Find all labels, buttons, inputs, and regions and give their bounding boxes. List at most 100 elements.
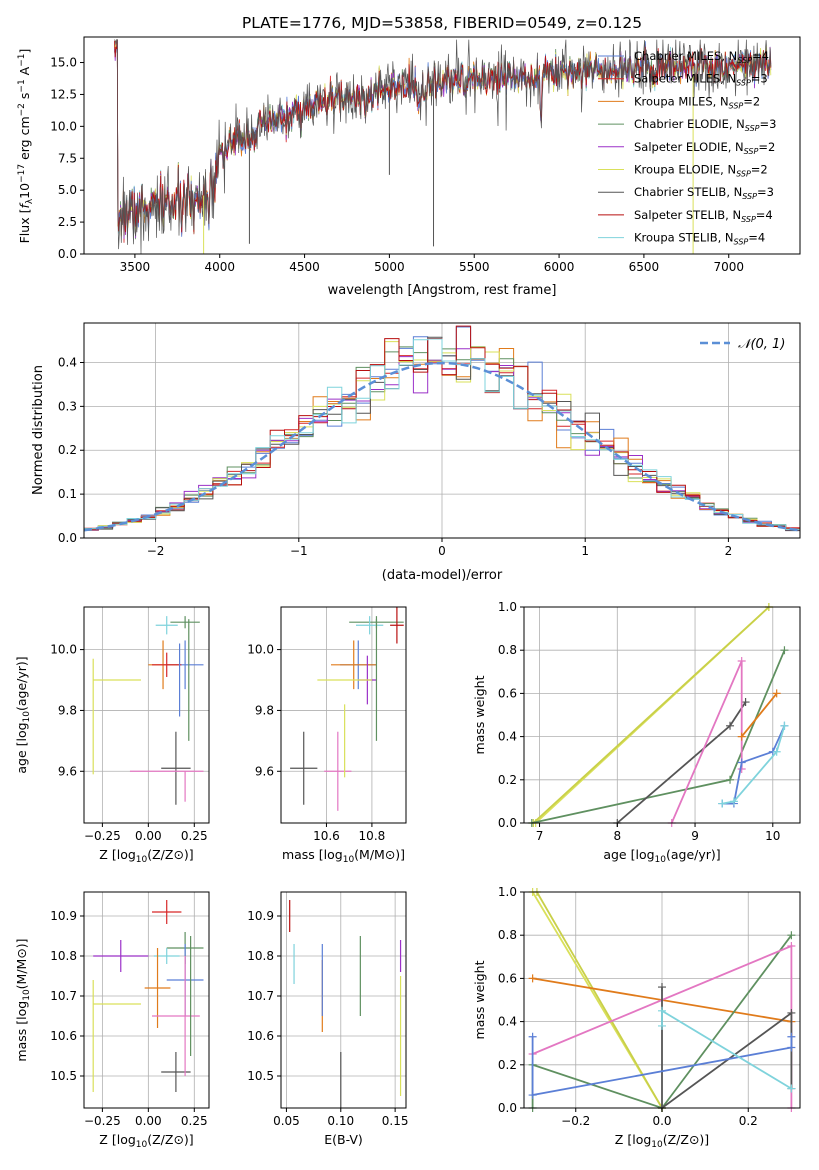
spectrum-y-tick-label: 7.5 (58, 151, 77, 165)
legend-label: 𝒩(0, 1) (738, 337, 785, 352)
y-tick-label: 9.8 (58, 703, 77, 717)
y-tick-label: 10.0 (50, 643, 77, 657)
y-tick-label: 1.0 (498, 600, 517, 614)
weight-marker (787, 1043, 796, 1052)
x-tick-label: 0.15 (382, 1114, 409, 1128)
spectrum-title: PLATE=1776, MJD=53858, FIBERID=0549, z=0… (242, 14, 642, 32)
weight-marker (787, 1032, 796, 1041)
y-tick-label: 10.7 (247, 989, 274, 1003)
histogram-y-tick-label: 0.1 (58, 487, 77, 501)
y-tick-label: 10.7 (50, 989, 77, 1003)
weight-marker (718, 799, 727, 808)
y-tick-label: 9.8 (255, 703, 274, 717)
x-tick-label: 8 (613, 829, 621, 843)
x-axis-label: Z [log10(Z/Z⊙)] (99, 847, 193, 865)
y-tick-label: 10.6 (247, 1029, 274, 1043)
x-axis-label: E(B-V) (324, 1132, 363, 1147)
spectrum-x-label: wavelength [Angstrom, rest frame] (328, 283, 557, 298)
y-tick-label: 10.0 (247, 643, 274, 657)
weight-marker (787, 931, 796, 940)
gaussian-curve (83, 361, 801, 532)
weight-line (722, 725, 786, 805)
weight-marker (528, 1091, 537, 1100)
spectrum-x-tick-label: 7000 (713, 260, 744, 274)
histogram-y-tick-label: 0.2 (58, 443, 77, 457)
x-tick-label: 10.6 (313, 829, 340, 843)
histogram-x-tick-label: 2 (725, 544, 733, 558)
y-tick-label: 10.8 (50, 949, 77, 963)
spectrum-y-tick-label: 0.0 (58, 247, 77, 261)
x-tick-label: 0.25 (181, 1114, 208, 1128)
histogram-y-tick-label: 0.3 (58, 399, 77, 413)
weight-marker (787, 1084, 796, 1093)
weight-marker (741, 698, 750, 707)
legend-label: Kroupa ELODIE, NSSP=2 (634, 163, 768, 179)
y-tick-label: 0.8 (498, 643, 517, 657)
x-tick-label: −0.25 (84, 1114, 121, 1128)
legend-label: Salpeter STELIB, NSSP=4 (634, 208, 773, 224)
spectrum-y-label: Flux [fλ10−17 erg cm−2 s−1 A−1] (17, 49, 35, 244)
y-tick-label: 10.9 (50, 909, 77, 923)
histogram-x-label: (data-model)/error (382, 568, 503, 583)
y-tick-label: 0.2 (498, 1058, 517, 1072)
spectrum-x-tick-label: 5000 (374, 260, 405, 274)
y-tick-label: 0.4 (498, 730, 517, 744)
spectrum-x-tick-label: 4500 (289, 260, 320, 274)
spectrum-x-tick-label: 6000 (544, 260, 575, 274)
weight-marker (658, 983, 666, 992)
age-vs-z-panel: −0.25 0.00 0.25 9.6 9.8 10.0 Z [log10(Z/Z⊙)] ag… (14, 606, 210, 865)
x-tick-label: 7 (536, 829, 544, 843)
histogram-x-tick-label: 1 (581, 544, 589, 558)
weight-marker (772, 747, 781, 756)
x-tick-label: 0.25 (181, 829, 208, 843)
spectrum-y-tick-label: 12.5 (50, 87, 77, 101)
x-tick-label: 0.2 (739, 1114, 758, 1128)
weight-line (536, 891, 663, 1109)
weight-vs-age-panel: 7 8 9 10 0.0 0.2 0.4 0.6 0.8 1.0 age [log10(age/yr… (472, 600, 801, 865)
y-tick-label: 10.5 (50, 1069, 77, 1083)
y-axis-label: mass weight (472, 675, 487, 754)
weight-marker (528, 974, 537, 983)
residual-histogram-panel: −2 −1 0 1 2 0.0 0.1 0.2 0.3 0.4 𝒩(0, 1) (data-mod… (31, 322, 801, 583)
spectrum-y-tick-label: 10.0 (50, 119, 77, 133)
weight-marker (658, 1021, 666, 1030)
x-axis-label: age [log10(age/yr)] (603, 847, 720, 865)
spectrum-legend: Chabrier MILES, NSSP=4 Salpeter MILES, NS… (598, 49, 776, 247)
legend-label: Chabrier STELIB, NSSP=3 (634, 185, 774, 201)
histogram-y-label: Normed distribution (31, 365, 46, 495)
y-axis-label: mass weight (472, 960, 487, 1039)
x-tick-label: 10.8 (359, 829, 386, 843)
age-vs-mass-panel: 10.6 10.8 9.6 9.8 10.0 mass [log10(M/M⊙)] (247, 606, 407, 865)
legend-label: Chabrier MILES, NSSP=4 (634, 49, 769, 65)
y-tick-label: 0.8 (498, 928, 517, 942)
weight-marker (780, 721, 789, 730)
legend-label: Salpeter MILES, NSSP=3 (634, 72, 768, 88)
weight-line (531, 1036, 793, 1097)
x-tick-label: 0.00 (135, 829, 162, 843)
weight-marker (787, 1008, 796, 1017)
spectrum-x-tick-label: 4000 (204, 260, 235, 274)
y-axis-label: mass [log10(M/M⊙)] (14, 938, 32, 1061)
x-axis-label: Z [log10(Z/Z⊙)] (615, 1132, 709, 1150)
y-tick-label: 0.6 (498, 971, 517, 985)
x-tick-label: 0.0 (652, 1114, 671, 1128)
x-tick-label: 0.05 (273, 1114, 300, 1128)
legend-label: Kroupa MILES, NSSP=2 (634, 94, 760, 110)
y-tick-label: 0.2 (498, 773, 517, 787)
y-tick-label: 0.0 (498, 816, 517, 830)
spectrum-y-tick-label: 15.0 (50, 56, 77, 70)
histogram-x-tick-label: 0 (438, 544, 446, 558)
weight-marker (726, 775, 735, 784)
histogram-x-tick-label: −2 (147, 544, 165, 558)
histogram-legend: 𝒩(0, 1) (700, 337, 785, 352)
weight-marker (658, 1006, 666, 1015)
spectrum-panel: PLATE=1776, MJD=53858, FIBERID=0549, z=0… (17, 14, 801, 298)
histogram-step (83, 338, 800, 538)
spectrum-x-tick-label: 3500 (120, 260, 151, 274)
weight-marker (780, 646, 789, 655)
spectrum-series-line (114, 39, 772, 255)
mass-vs-z-panel: −0.25 0.00 0.25 10.5 10.6 10.7 10.8 10.9 Z [log1… (14, 891, 210, 1150)
y-tick-label: 9.6 (255, 764, 274, 778)
x-tick-label: 0.00 (135, 1114, 162, 1128)
